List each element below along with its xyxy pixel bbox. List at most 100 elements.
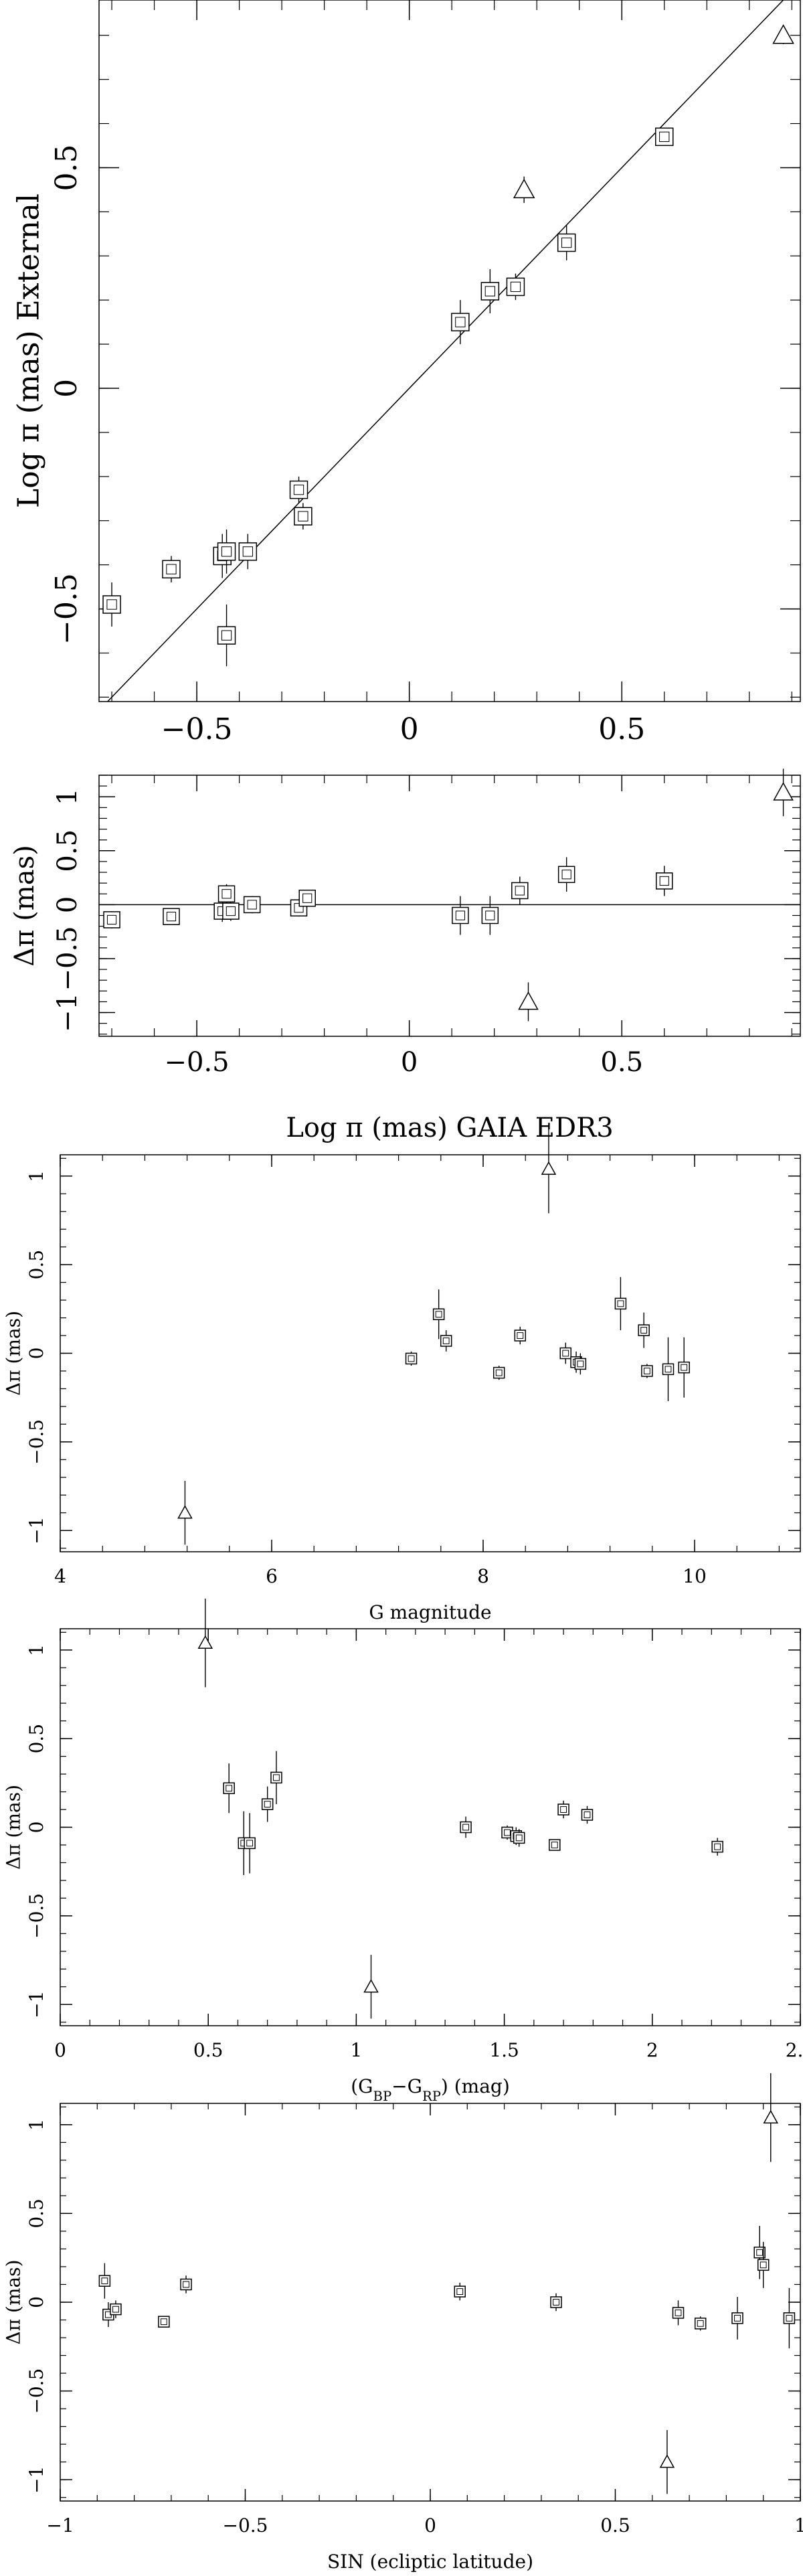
square-marker-inner xyxy=(697,2320,704,2327)
square-marker-inner xyxy=(664,1366,672,1373)
square-marker xyxy=(98,2275,111,2287)
square-marker-inner xyxy=(302,893,313,903)
data-point-square xyxy=(783,2287,796,2348)
data-point-square xyxy=(511,876,529,905)
data-point-square xyxy=(574,1353,587,1375)
square-marker xyxy=(557,866,575,884)
x-tick-label: −0.5 xyxy=(165,1047,230,1078)
x-tick-label: −1 xyxy=(46,2514,74,2537)
square-marker-inner xyxy=(644,1368,650,1374)
square-marker-inner xyxy=(408,1355,415,1362)
x-tick-label: 4 xyxy=(54,1565,66,1587)
square-marker xyxy=(270,1771,282,1784)
square-marker-inner xyxy=(675,2310,682,2316)
square-marker xyxy=(557,233,576,252)
y-tick-label: −1 xyxy=(25,1991,48,2018)
x-tick-label: 2 xyxy=(646,2039,658,2061)
square-marker-inner xyxy=(504,1829,511,1836)
square-marker xyxy=(158,2316,170,2328)
triangle-marker xyxy=(541,1161,557,1175)
data-point-square xyxy=(158,2316,170,2328)
plot-frame xyxy=(98,775,801,1037)
square-marker xyxy=(511,882,529,900)
y-tick-label: 1 xyxy=(25,2119,48,2131)
x-axis-label: SIN (ecliptic latitude) xyxy=(327,2551,533,2573)
square-marker-inner xyxy=(517,1332,524,1339)
square-marker xyxy=(298,889,316,907)
data-point-square xyxy=(451,300,470,345)
square-marker xyxy=(783,2312,796,2324)
y-tick-label: −1 xyxy=(52,993,83,1032)
square-marker xyxy=(432,1308,445,1321)
x-tick-label: 0 xyxy=(54,2039,66,2061)
square-marker-inner xyxy=(462,1824,469,1831)
data-point-triangle xyxy=(177,1481,193,1545)
x-tick-label: 10 xyxy=(683,1565,707,1587)
square-marker xyxy=(757,2259,770,2271)
data-point-square xyxy=(270,1751,282,1805)
square-marker-inner xyxy=(221,889,232,899)
y-tick-label: 0.5 xyxy=(52,829,83,872)
data-point-square xyxy=(581,1805,594,1824)
data-point-square xyxy=(557,225,576,260)
square-marker-inner xyxy=(183,2281,189,2288)
data-point-square xyxy=(162,556,181,583)
y-tick-label: 0 xyxy=(25,1348,48,1360)
square-marker-inner xyxy=(455,317,466,327)
square-marker xyxy=(162,560,181,579)
data-point-square xyxy=(481,896,499,935)
square-marker-inner xyxy=(659,131,670,142)
data-point-square xyxy=(440,1330,452,1352)
square-marker-inner xyxy=(551,1842,558,1848)
square-marker xyxy=(662,1363,675,1376)
y-tick-label: −1 xyxy=(25,2466,48,2494)
chart-panel-5: −1 −0.5 0 0.5 1 −1 −0.5 0 0.5 1 Δπ (mas) SIN (eclip… xyxy=(3,2073,803,2573)
square-marker-inner xyxy=(515,886,525,896)
square-marker-inner xyxy=(242,546,253,557)
y-axis-label: Log π (mas) External xyxy=(12,193,46,508)
square-marker-inner xyxy=(561,237,572,248)
square-marker xyxy=(638,1324,650,1336)
data-point-square xyxy=(662,1337,675,1401)
data-point-triangle xyxy=(513,176,535,204)
square-marker xyxy=(217,885,236,903)
triangle-marker xyxy=(518,991,539,1010)
square-marker xyxy=(103,911,120,929)
triangle-marker xyxy=(772,24,794,44)
x-tick-label: 0 xyxy=(400,712,419,746)
square-marker-inner xyxy=(577,1360,584,1368)
square-marker-inner xyxy=(584,1812,591,1818)
square-marker-inner xyxy=(485,910,495,920)
square-marker xyxy=(238,542,258,561)
y-axis-label: Δπ (mas) xyxy=(3,2260,25,2345)
square-marker xyxy=(672,2307,685,2319)
data-point-square xyxy=(549,1839,561,1851)
data-point-square xyxy=(655,127,674,147)
square-marker-inner xyxy=(442,1338,450,1344)
y-tick-label: 0 xyxy=(52,896,83,913)
square-marker xyxy=(514,1330,527,1342)
data-point-square xyxy=(103,911,120,929)
square-marker-inner xyxy=(640,1327,648,1334)
data-point-triangle xyxy=(773,769,794,817)
data-point-square xyxy=(452,896,469,935)
data-point-square xyxy=(513,1829,525,1847)
x-tick-label: 1 xyxy=(350,2039,362,2061)
square-marker xyxy=(711,1840,723,1853)
data-point-square xyxy=(641,1364,653,1378)
square-marker-inner xyxy=(247,900,257,910)
y-tick-label: 0.5 xyxy=(50,144,84,191)
square-marker-inner xyxy=(756,2249,764,2256)
square-marker-inner xyxy=(561,870,571,880)
square-marker-inner xyxy=(553,2299,559,2306)
square-marker-inner xyxy=(515,1834,523,1842)
square-marker xyxy=(294,507,313,526)
x-tick-label: 1.5 xyxy=(489,2039,519,2061)
data-point-square xyxy=(289,476,308,503)
data-point-triangle xyxy=(772,24,794,44)
x-tick-label: −0.5 xyxy=(161,712,233,746)
data-point-square xyxy=(480,269,500,313)
square-marker-inner xyxy=(760,2261,767,2269)
